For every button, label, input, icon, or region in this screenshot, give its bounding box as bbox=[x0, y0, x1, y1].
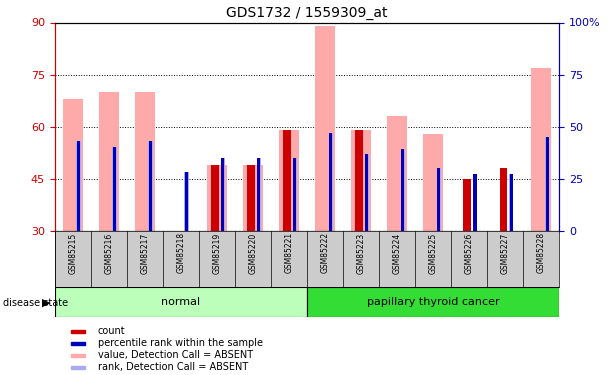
Text: disease state: disease state bbox=[3, 298, 68, 307]
Bar bbox=[423, 134, 443, 231]
Bar bbox=[545, 137, 549, 231]
Bar bbox=[474, 174, 477, 231]
Bar bbox=[71, 342, 85, 345]
Text: GSM85228: GSM85228 bbox=[537, 232, 546, 273]
Bar bbox=[365, 154, 368, 231]
Bar bbox=[509, 174, 513, 231]
Bar bbox=[437, 168, 440, 231]
Bar bbox=[293, 158, 296, 231]
Bar bbox=[473, 174, 477, 231]
Bar bbox=[351, 130, 371, 231]
Bar bbox=[71, 330, 85, 333]
Bar bbox=[99, 92, 119, 231]
Bar bbox=[355, 130, 363, 231]
Bar bbox=[184, 172, 189, 231]
Bar bbox=[77, 141, 80, 231]
Bar bbox=[55, 287, 307, 317]
Text: GSM85224: GSM85224 bbox=[393, 232, 402, 274]
Bar bbox=[315, 26, 335, 231]
Text: GSM85227: GSM85227 bbox=[501, 232, 510, 274]
Text: value, Detection Call = ABSENT: value, Detection Call = ABSENT bbox=[97, 350, 253, 360]
Bar bbox=[221, 158, 225, 231]
Bar bbox=[292, 158, 297, 231]
Bar bbox=[365, 154, 369, 231]
Bar bbox=[401, 150, 405, 231]
Bar bbox=[207, 165, 227, 231]
Bar bbox=[113, 147, 116, 231]
Bar bbox=[211, 165, 219, 231]
Bar bbox=[463, 178, 471, 231]
Bar bbox=[149, 141, 152, 231]
Text: rank, Detection Call = ABSENT: rank, Detection Call = ABSENT bbox=[97, 362, 248, 372]
Bar bbox=[531, 68, 551, 231]
Bar bbox=[500, 168, 508, 231]
Text: normal: normal bbox=[161, 297, 201, 307]
Bar bbox=[510, 174, 513, 231]
Text: GSM85226: GSM85226 bbox=[465, 232, 474, 274]
Bar bbox=[283, 130, 291, 231]
Text: percentile rank within the sample: percentile rank within the sample bbox=[97, 339, 263, 348]
Bar bbox=[135, 92, 155, 231]
Text: GSM85225: GSM85225 bbox=[429, 232, 438, 274]
Bar bbox=[71, 366, 85, 369]
Bar bbox=[71, 354, 85, 357]
Text: GSM85222: GSM85222 bbox=[320, 232, 330, 273]
Bar bbox=[387, 116, 407, 231]
Bar bbox=[401, 150, 404, 231]
Bar bbox=[307, 287, 559, 317]
Bar bbox=[279, 130, 299, 231]
Bar bbox=[112, 147, 117, 231]
Bar bbox=[437, 168, 441, 231]
Text: GSM85220: GSM85220 bbox=[249, 232, 257, 274]
Title: GDS1732 / 1559309_at: GDS1732 / 1559309_at bbox=[226, 6, 388, 20]
Bar bbox=[63, 99, 83, 231]
Text: GSM85218: GSM85218 bbox=[176, 232, 185, 273]
Text: GSM85219: GSM85219 bbox=[212, 232, 221, 274]
Bar bbox=[330, 133, 333, 231]
Bar bbox=[221, 158, 224, 231]
Bar bbox=[257, 158, 260, 231]
Text: GSM85217: GSM85217 bbox=[140, 232, 150, 274]
Bar bbox=[148, 141, 153, 231]
Text: papillary thyroid cancer: papillary thyroid cancer bbox=[367, 297, 500, 307]
Text: ▶: ▶ bbox=[42, 298, 50, 307]
Text: GSM85216: GSM85216 bbox=[105, 232, 113, 274]
Bar bbox=[545, 137, 548, 231]
Bar bbox=[257, 158, 261, 231]
Bar bbox=[185, 172, 188, 231]
Text: GSM85223: GSM85223 bbox=[357, 232, 365, 274]
Text: count: count bbox=[97, 327, 125, 336]
Text: GSM85221: GSM85221 bbox=[285, 232, 294, 273]
Bar bbox=[247, 165, 255, 231]
Bar bbox=[329, 133, 333, 231]
Bar bbox=[77, 141, 81, 231]
Text: GSM85215: GSM85215 bbox=[68, 232, 77, 274]
Bar bbox=[243, 165, 263, 231]
